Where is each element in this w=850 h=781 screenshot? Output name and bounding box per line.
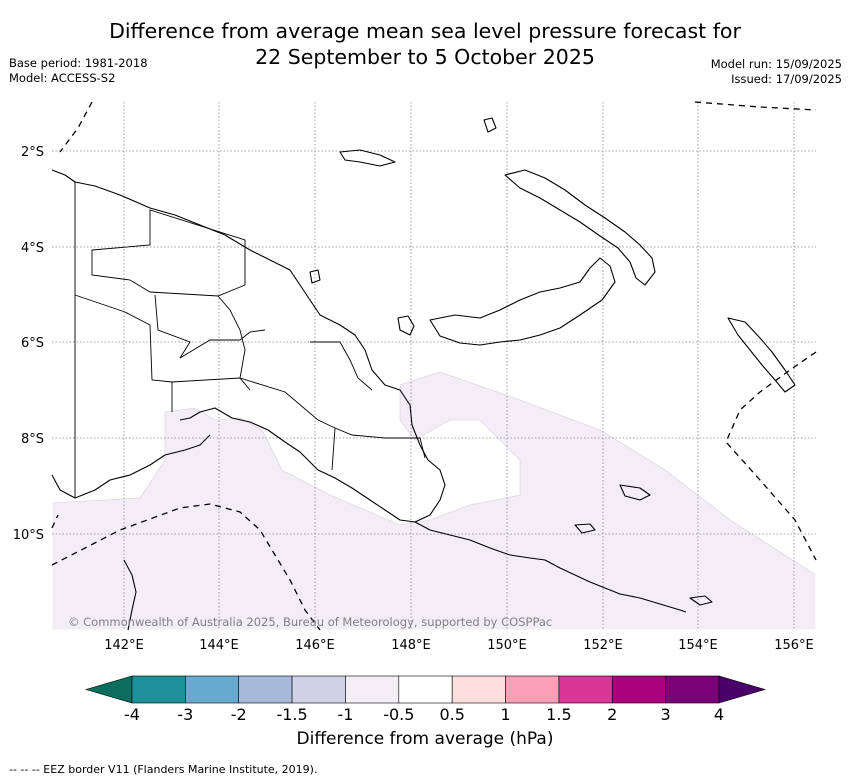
lon-tick: 154°E <box>678 638 718 653</box>
colorbar-tick: -2 <box>231 705 247 724</box>
colorbar-tick: 3 <box>661 705 671 724</box>
map-title: Difference from average mean sea level p… <box>0 18 850 70</box>
model-run: Model run: 15/09/2025 <box>710 57 842 71</box>
manus-island <box>339 149 396 167</box>
lat-tick: 4°S <box>21 241 44 256</box>
lon-tick: 148°E <box>391 638 431 653</box>
colorbar-segment <box>611 675 666 704</box>
colorbar-segment <box>185 675 240 704</box>
colorbar-segment <box>558 675 613 704</box>
colorbar-segment <box>345 675 400 704</box>
colorbar-segment <box>398 675 453 704</box>
colorbar-extend-high <box>718 675 767 704</box>
colorbar-tick: -0.5 <box>383 705 414 724</box>
lon-tick: 150°E <box>487 638 527 653</box>
lon-tick: 144°E <box>199 638 239 653</box>
bougainville <box>727 317 796 393</box>
lat-tick: 8°S <box>21 432 44 447</box>
colorbar-segment <box>238 675 293 704</box>
new-ireland <box>504 169 656 286</box>
eez-borders <box>51 101 817 631</box>
land-outlines <box>51 117 796 631</box>
province-borders <box>74 182 426 498</box>
lon-tick: 146°E <box>295 638 335 653</box>
colorbar-tick: 0.5 <box>439 705 464 724</box>
meta-right: Model run: 15/09/2025 Issued: 17/09/2025 <box>711 57 842 87</box>
colorbar-segment <box>665 675 720 704</box>
colorbar-tick: 2 <box>607 705 617 724</box>
colorbar-tick: -4 <box>124 705 140 724</box>
lat-tick: 10°S <box>13 528 44 543</box>
new-britain <box>429 257 616 346</box>
lat-tick: 6°S <box>21 336 44 351</box>
lon-ticks: 142°E 144°E 146°E 148°E 150°E 152°E 154°… <box>104 638 814 653</box>
lon-tick: 156°E <box>774 638 814 653</box>
gridlines <box>52 102 816 630</box>
model-name: Model: ACCESS-S2 <box>9 71 116 85</box>
colorbar-extend-low <box>84 675 133 704</box>
copyright-notice: © Commonwealth of Australia 2025, Bureau… <box>68 615 552 629</box>
title-line1: Difference from average mean sea level p… <box>109 19 741 43</box>
eez-footnote: -- -- -- EEZ border V11 (Flanders Marine… <box>9 763 318 776</box>
colorbar: -4 -3 -2 -1.5 -1 -0.5 0.5 1 1.5 2 3 4 <box>84 675 767 724</box>
meta-left: Base period: 1981-2018 Model: ACCESS-S2 <box>9 56 148 86</box>
colorbar-tick: 4 <box>714 705 724 724</box>
lat-ticks: 2°S 4°S 6°S 8°S 10°S <box>13 145 44 543</box>
anomaly-shading <box>51 371 817 631</box>
title-line2: 22 September to 5 October 2025 <box>255 45 595 69</box>
issued-date: Issued: 17/09/2025 <box>731 72 842 86</box>
map-frame <box>51 101 817 631</box>
colorbar-tick: -3 <box>177 705 193 724</box>
papuan-peninsula <box>414 521 687 613</box>
png-south-coast <box>51 434 211 499</box>
colorbar-segment <box>131 675 186 704</box>
png-mainland-coast <box>74 181 446 523</box>
colorbar-label: Difference from average (hPa) <box>296 729 554 749</box>
lat-tick: 2°S <box>21 145 44 160</box>
lon-tick: 152°E <box>583 638 623 653</box>
colorbar-tick: 1.5 <box>546 705 571 724</box>
colorbar-segment <box>505 675 560 704</box>
colorbar-tick: 1 <box>500 705 510 724</box>
colorbar-segment <box>291 675 346 704</box>
colorbar-segment <box>451 675 506 704</box>
colorbar-tick: -1.5 <box>276 705 307 724</box>
cape-york <box>123 559 137 631</box>
base-period: Base period: 1981-2018 <box>9 56 148 70</box>
colorbar-tick: -1 <box>337 705 353 724</box>
lon-tick: 142°E <box>104 638 144 653</box>
